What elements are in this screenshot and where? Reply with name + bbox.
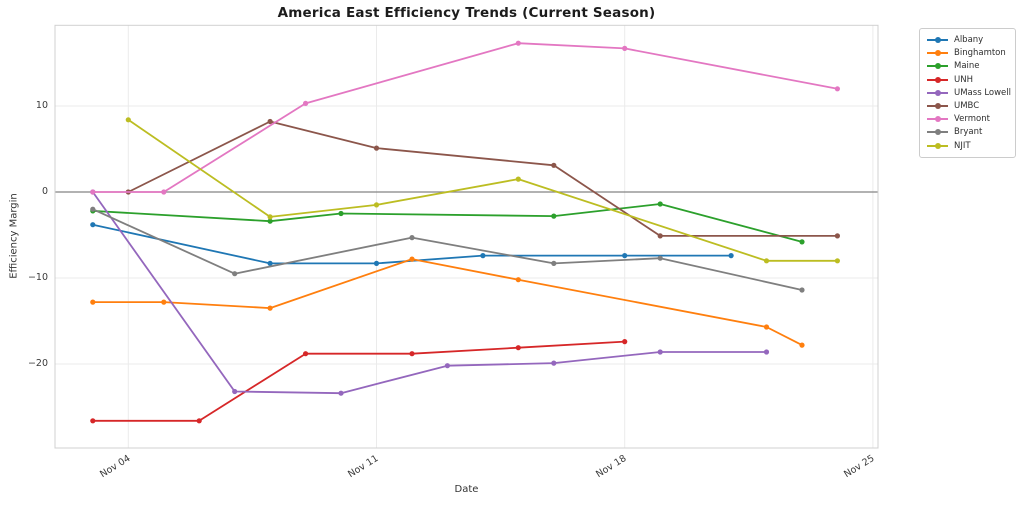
series-line-umass-lowell [91,191,768,395]
data-point-binghamton [515,277,521,283]
data-point-albany [267,260,273,266]
data-point-binghamton [267,305,273,311]
legend-entry-njit: NJIT [927,141,1008,151]
data-point-binghamton [763,324,770,330]
legend-line-swatch [927,62,948,70]
legend-entry-umbc: UMBC [927,101,1008,111]
legend-label: Maine [954,61,980,72]
legend-label: NJIT [954,140,971,151]
data-point-umass-lowell [232,388,238,395]
data-point-umass-lowell [763,349,770,355]
data-point-vermont [303,100,309,106]
data-point-vermont [90,189,96,195]
legend: Albany Binghamton Maine UNH UMass Lowell UMBC… [919,28,1016,158]
series-line-vermont [91,42,839,193]
data-point-bryant [657,255,663,261]
legend-entry-unh: UNH [927,75,1008,85]
data-point-umbc [657,233,663,239]
legend-line-swatch [927,76,948,84]
series-line-maine [91,203,803,243]
legend-label: UNH [954,74,973,85]
legend-line-swatch [927,49,948,57]
data-point-njit [515,176,521,182]
data-point-albany [480,253,486,259]
data-point-bryant [90,206,96,212]
y-axis-label: Efficiency Margin [8,193,20,279]
data-point-bryant [409,235,415,241]
data-point-umass-lowell [551,360,557,366]
data-point-maine [657,201,663,207]
data-point-unh [196,418,202,424]
legend-line-swatch [927,102,948,110]
series-line-bryant [91,208,803,291]
data-point-maine [267,218,273,224]
legend-line-swatch [927,142,948,150]
data-point-maine [799,239,805,245]
data-point-unh [515,345,521,351]
legend-line-swatch [927,36,948,44]
legend-label: Albany [954,35,984,46]
data-point-unh [303,351,309,357]
legend-entry-albany: Albany [927,35,1008,45]
data-point-vermont [515,40,521,46]
data-point-bryant [799,287,805,293]
data-point-unh [409,351,415,357]
data-point-albany [728,253,734,259]
data-point-vermont [834,86,841,92]
legend-entry-bryant: Bryant [927,127,1008,137]
data-point-binghamton [161,299,167,305]
data-point-njit [763,258,770,264]
series-line-albany [91,223,732,265]
data-point-maine [338,210,344,217]
data-point-umbc [551,162,557,168]
legend-line-swatch [927,89,948,97]
data-point-njit [267,214,273,220]
y-tick-label: −20 [27,358,48,369]
data-point-umbc [373,145,380,151]
data-point-binghamton [90,299,96,305]
data-point-njit [125,117,131,123]
data-point-bryant [551,260,557,266]
legend-entry-vermont: Vermont [927,114,1008,124]
series-line-binghamton [91,258,803,347]
legend-line-swatch [927,115,948,123]
legend-entry-maine: Maine [927,61,1008,71]
x-axis-label: Date [454,484,479,495]
data-point-maine [551,213,557,219]
y-tick-label: 10 [35,100,48,111]
plot-border [54,24,879,449]
chart-title: America East Efficiency Trends (Current … [277,5,656,21]
data-point-unh [622,339,628,345]
legend-label: Vermont [954,114,990,125]
series-line-njit [127,118,839,262]
data-point-unh [90,418,96,424]
legend-label: UMBC [954,101,980,112]
data-point-albany [622,253,628,259]
data-point-umass-lowell [444,363,450,369]
data-point-albany [90,222,96,228]
legend-label: Bryant [954,127,983,138]
legend-label: Binghamton [954,48,1006,59]
legend-line-swatch [927,128,948,136]
data-point-binghamton [799,342,805,348]
data-point-njit [373,202,380,208]
data-point-umass-lowell [338,390,344,396]
series-line-unh [91,340,626,422]
legend-entry-binghamton: Binghamton [927,48,1008,58]
data-point-umbc [834,233,841,239]
data-point-vermont [622,45,628,52]
data-point-umbc [267,118,273,125]
data-point-bryant [232,271,238,277]
legend-label: UMass Lowell [954,87,1012,98]
data-point-vermont [161,189,167,195]
y-tick-label: 0 [41,186,48,197]
data-point-umass-lowell [657,349,663,355]
data-point-binghamton [409,256,415,262]
data-point-njit [834,258,841,264]
data-point-albany [373,260,380,266]
legend-entry-umass-lowell: UMass Lowell [927,87,1012,98]
y-tick-label: −10 [27,272,48,283]
